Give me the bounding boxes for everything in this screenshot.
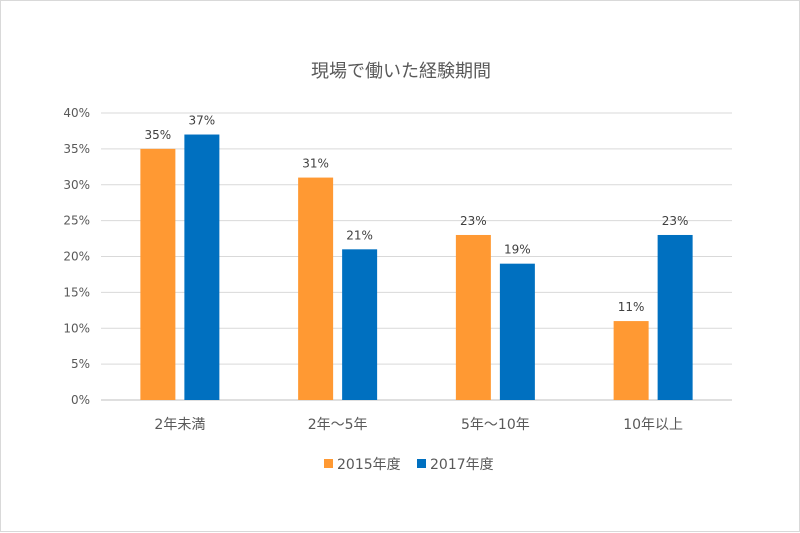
data-label: 23% [460, 214, 487, 228]
x-tick-label: 2年～5年 [308, 417, 368, 433]
x-tick-label: 10年以上 [623, 417, 683, 433]
bar [499, 263, 535, 400]
y-tick-label: 20% [63, 250, 90, 264]
bar [657, 234, 693, 400]
data-label: 19% [504, 243, 531, 257]
y-tick-label: 5% [71, 357, 90, 371]
x-tick-label: 2年未満 [154, 417, 205, 433]
data-label: 23% [662, 214, 689, 228]
y-tick-label: 35% [63, 142, 90, 156]
y-tick-label: 15% [63, 285, 90, 299]
x-axis-ticks: 2年未満 2年～5年 5年～10年 10年以上 [154, 417, 683, 433]
data-label: 37% [189, 114, 216, 128]
y-tick-label: 25% [63, 214, 90, 228]
legend-swatch [417, 459, 426, 468]
data-label: 11% [618, 300, 645, 314]
y-tick-label: 40% [63, 106, 90, 120]
y-axis-ticks: 0% 5% 10% 15% 20% 25% 30% 35% 40% [63, 106, 90, 407]
data-label: 35% [145, 128, 172, 142]
legend-label: 2015年度 [337, 457, 401, 473]
data-label: 21% [346, 228, 373, 242]
y-tick-label: 10% [63, 321, 90, 335]
bar [342, 249, 378, 400]
x-tick-label: 5年～10年 [461, 417, 530, 433]
legend: 2015年度 2017年度 [324, 457, 494, 473]
data-label: 31% [302, 157, 329, 171]
bar [455, 234, 491, 400]
bar [298, 177, 334, 400]
chart-title: 現場で働いた経験期間 [311, 61, 491, 82]
bar [613, 321, 649, 400]
bar [184, 134, 220, 400]
y-tick-label: 0% [71, 393, 90, 407]
bar [140, 148, 176, 400]
legend-swatch [324, 459, 333, 468]
data-labels: 35% 37% 31% 21% 23% 19% 11% 23% [145, 114, 689, 315]
y-tick-label: 30% [63, 178, 90, 192]
legend-label: 2017年度 [430, 457, 494, 473]
bars [140, 134, 693, 400]
